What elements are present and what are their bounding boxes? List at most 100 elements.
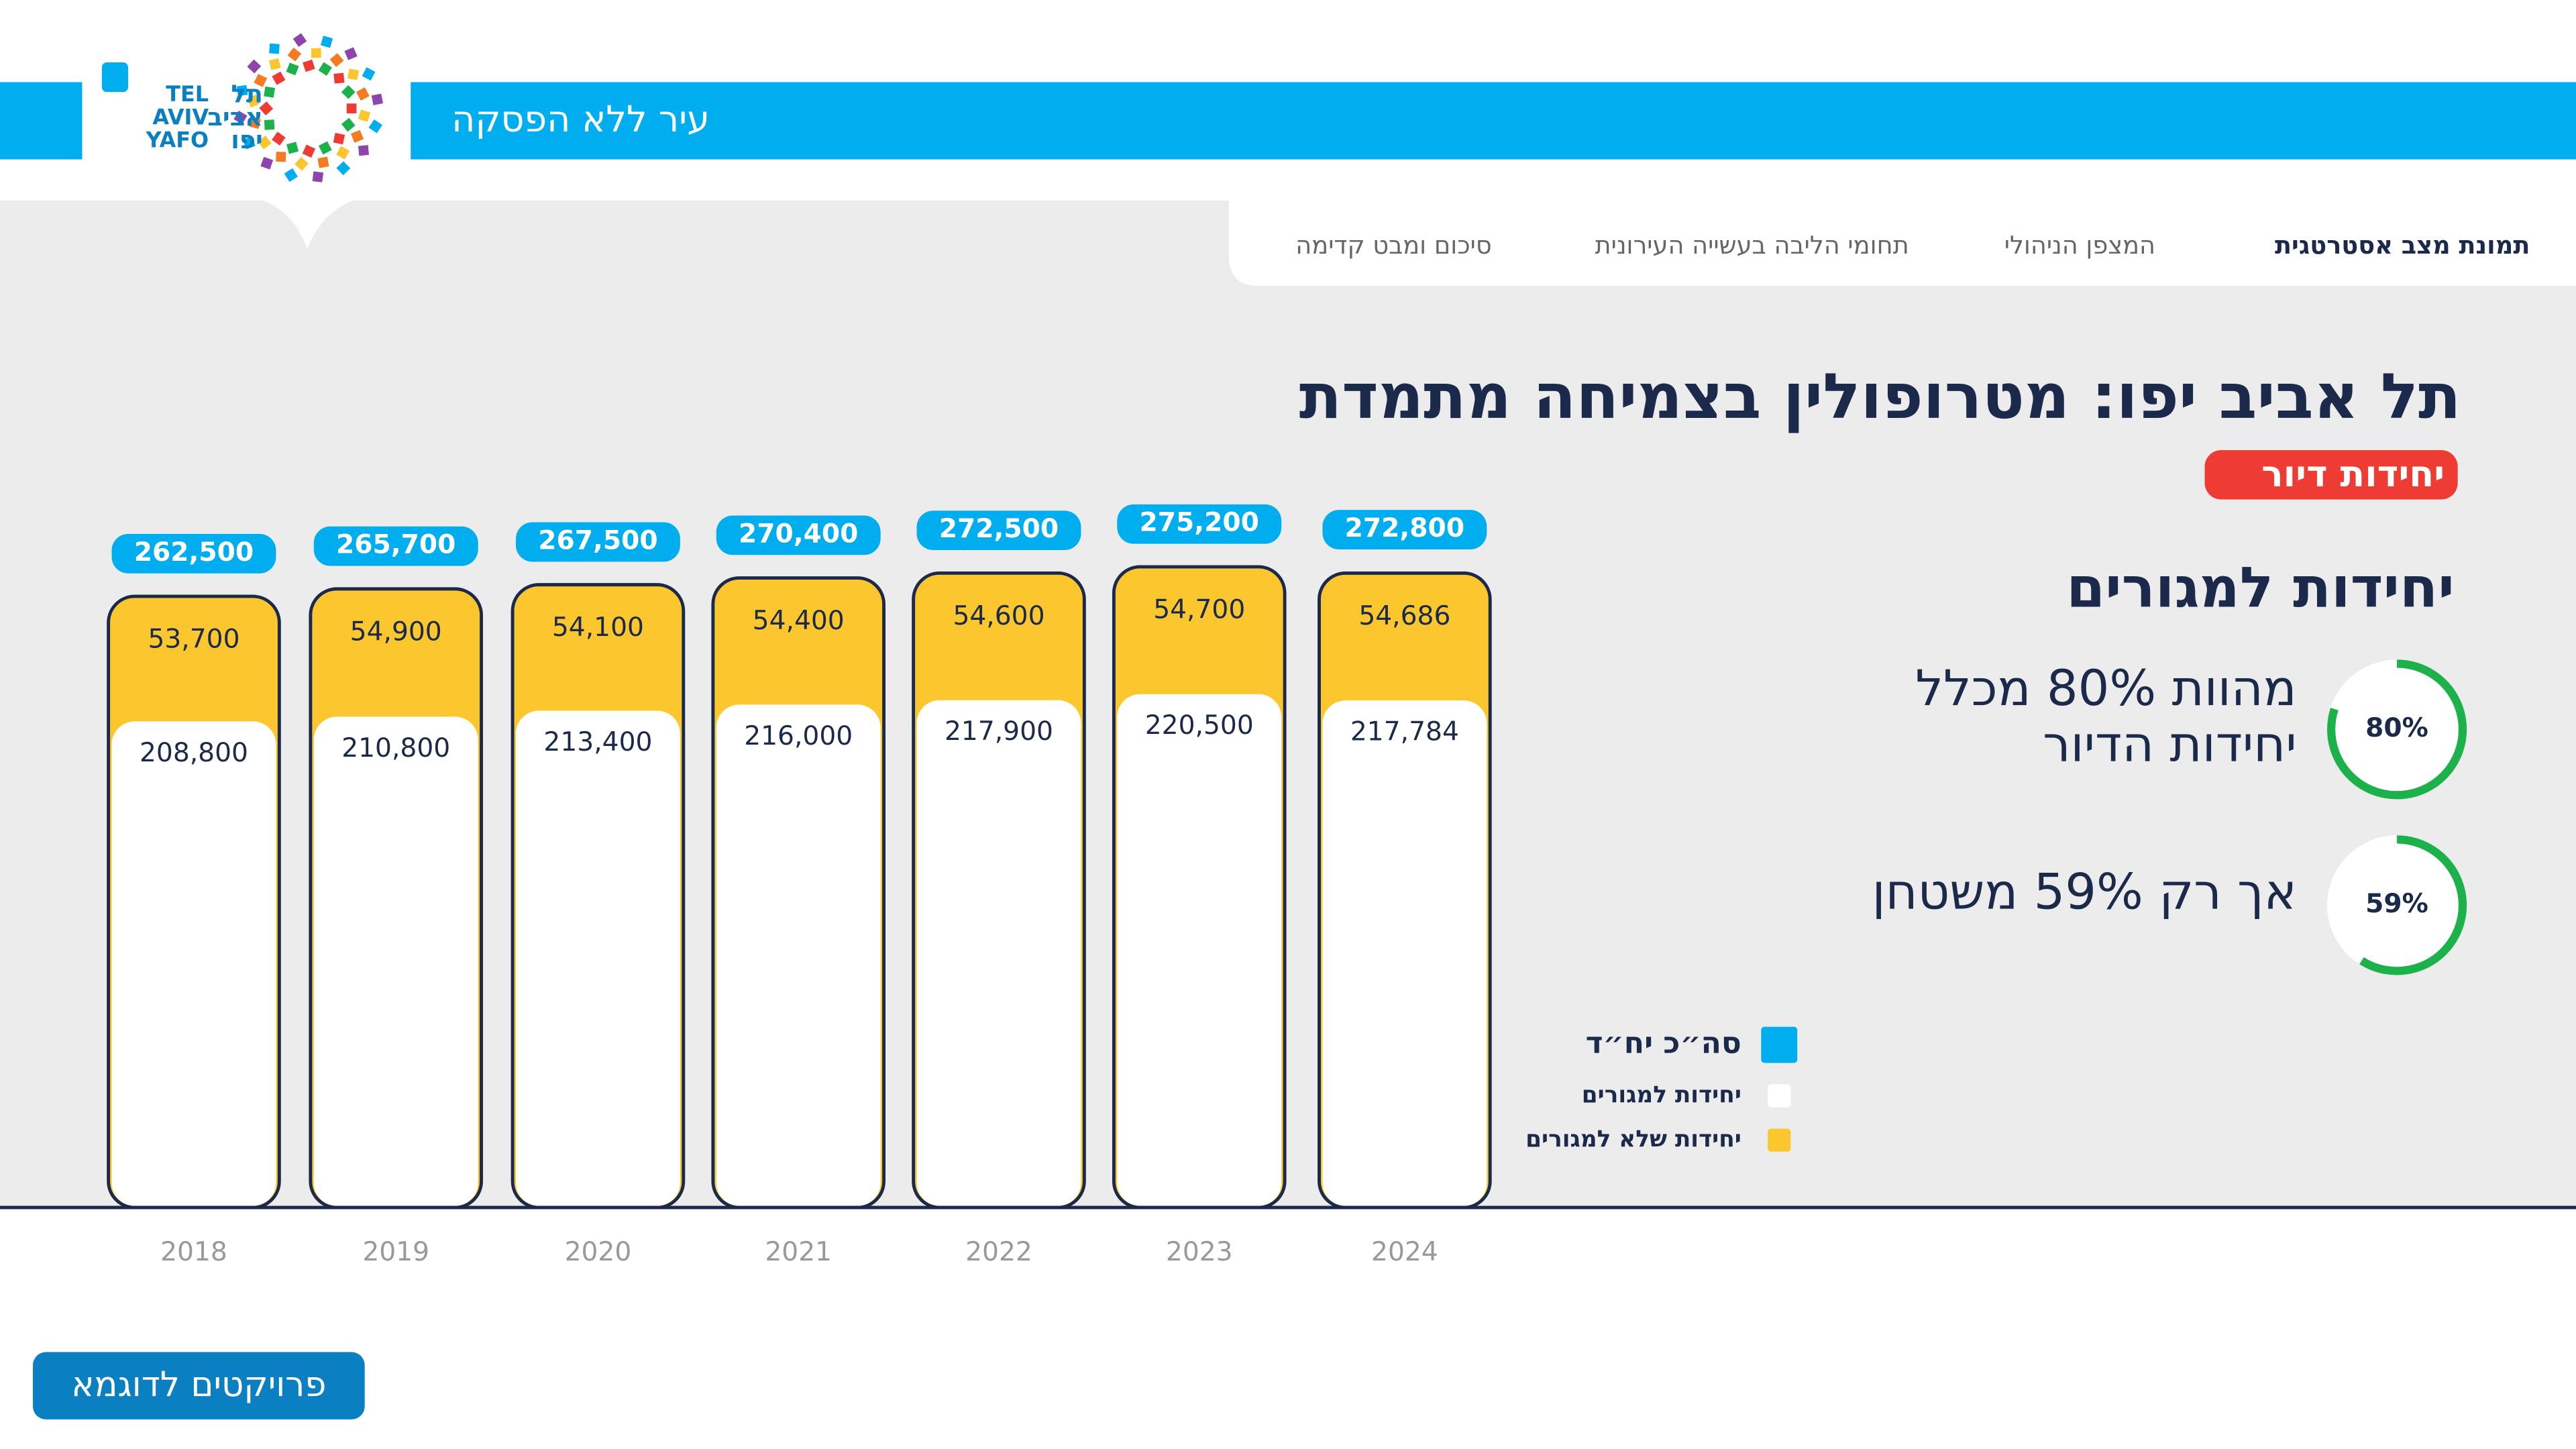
header-bar-left	[0, 82, 83, 160]
logo-he: אביב	[207, 103, 262, 131]
stat-text: מהוות 80% מכלל	[1915, 660, 2296, 717]
logo-burst	[350, 129, 364, 143]
legend-swatch	[1768, 1084, 1791, 1108]
gauge-arc	[2326, 659, 2467, 800]
logo-burst	[260, 156, 274, 170]
logo-burst	[276, 152, 286, 162]
logo-burst	[284, 168, 298, 182]
logo-burst	[336, 146, 350, 160]
x-tick-label: 2024	[1371, 1237, 1438, 1267]
legend-swatch	[1761, 1026, 1798, 1063]
logo-burst	[247, 59, 262, 74]
total-label: 265,700	[336, 530, 455, 560]
non-residential-label: 54,600	[953, 601, 1044, 631]
x-tick-label: 2022	[965, 1237, 1032, 1267]
bar-residential	[716, 704, 881, 1206]
logo-burst	[362, 67, 376, 81]
logo-tab	[246, 180, 411, 250]
projects-button-label[interactable]: פרויקטים לדוגמא	[71, 1364, 326, 1405]
logo-burst	[303, 59, 315, 72]
logo-burst	[242, 136, 256, 150]
logo-burst	[292, 33, 307, 47]
legend-label: יחידות שלא למגורים	[1525, 1126, 1741, 1152]
logo-en: AVIV	[152, 104, 209, 129]
total-label: 275,200	[1140, 508, 1259, 538]
non-residential-label: 54,900	[350, 616, 442, 647]
stats-title: יחידות למגורים	[2066, 555, 2455, 621]
logo-burst	[333, 132, 345, 145]
logo-burst	[302, 144, 316, 158]
logo-emblem	[101, 62, 129, 93]
total-pill	[1322, 510, 1487, 549]
residential-label: 217,900	[945, 716, 1053, 747]
logo-burst	[264, 86, 275, 98]
logo-burst	[358, 145, 369, 156]
logo-burst	[317, 156, 329, 168]
residential-label: 210,800	[341, 733, 450, 763]
nav: תמונת מצב אסטרטגית המצפן הניהולי תחומי הלי…	[1295, 231, 2530, 260]
logo-burst	[286, 62, 299, 76]
legend: סה״כ יח״ד יחידות למגורים יחידות שלא למגורי…	[1525, 1026, 1798, 1152]
x-tick-label: 2023	[1166, 1237, 1233, 1267]
logo-he: יפו	[231, 125, 263, 154]
total-label: 262,500	[134, 537, 254, 568]
gauge-label: 80%	[2365, 713, 2428, 743]
logo-burst	[336, 161, 351, 176]
logo-burst	[286, 142, 299, 154]
logo-burst	[254, 74, 268, 87]
bar-residential	[1117, 694, 1282, 1206]
projects-button[interactable]	[32, 1352, 365, 1419]
logo-burst	[247, 95, 260, 108]
stat-text: יחידות הדיור	[2043, 716, 2297, 773]
total-label: 272,500	[939, 514, 1059, 544]
logo-en: YAFO	[146, 127, 209, 153]
logo-burst	[311, 48, 321, 58]
bar-residential	[111, 721, 276, 1206]
nav-tab[interactable]: המצפן הניהולי	[2004, 231, 2155, 260]
residential-label: 208,800	[140, 738, 248, 768]
subtitle-tag	[2204, 450, 2458, 500]
total-pill	[313, 526, 478, 566]
nav-tab[interactable]: סיכום ומבט קדימה	[1295, 231, 1491, 260]
logo-burst	[344, 47, 358, 60]
x-tick-label: 2019	[362, 1237, 429, 1267]
logo-burst	[356, 87, 370, 101]
nav-bar	[1228, 200, 2576, 286]
total-pill	[716, 515, 881, 555]
nav-tab[interactable]: תחומי הליבה בעשייה העירונית	[1595, 231, 1909, 260]
logo-burst	[272, 71, 286, 85]
non-residential-label: 54,400	[753, 606, 845, 636]
logo-burst	[320, 36, 333, 48]
residential-label: 213,400	[543, 727, 652, 757]
logo-burst	[333, 72, 345, 84]
logo-burst	[312, 171, 324, 182]
chart-title: תל אביב יפו: מטרופולין בצמיחה מתמדת	[1299, 360, 2461, 433]
logo-burst	[341, 117, 356, 132]
legend-label: יחידות למגורים	[1582, 1081, 1741, 1108]
bar-residential	[515, 710, 680, 1206]
nav-tab[interactable]: תמונת מצב אסטרטגית	[2275, 231, 2530, 260]
non-residential-label: 54,700	[1153, 595, 1245, 625]
logo-burst	[264, 119, 275, 130]
legend-label: סה״כ יח״ד	[1586, 1026, 1741, 1061]
bar-residential	[1322, 700, 1487, 1206]
logo-burst	[294, 156, 309, 171]
logo-en: TEL	[166, 81, 209, 107]
logo-burst	[347, 68, 360, 80]
x-tick-label: 2020	[565, 1237, 632, 1267]
logo-burst	[318, 62, 332, 76]
gauge-arc	[2326, 835, 2467, 975]
total-label: 267,500	[538, 525, 657, 555]
logo-burst	[371, 93, 383, 105]
chart: 53,700 208,800 262,500 2018 54,900 210,800 265…	[107, 504, 1492, 1267]
x-tick-label: 2021	[765, 1237, 832, 1267]
total-pill	[916, 511, 1081, 550]
bar-residential	[916, 700, 1081, 1206]
logo-burst	[329, 53, 344, 67]
logo-burst	[233, 110, 248, 125]
total-pill	[111, 533, 276, 574]
gauge-label: 59%	[2365, 889, 2428, 919]
logo-burst	[287, 47, 302, 62]
